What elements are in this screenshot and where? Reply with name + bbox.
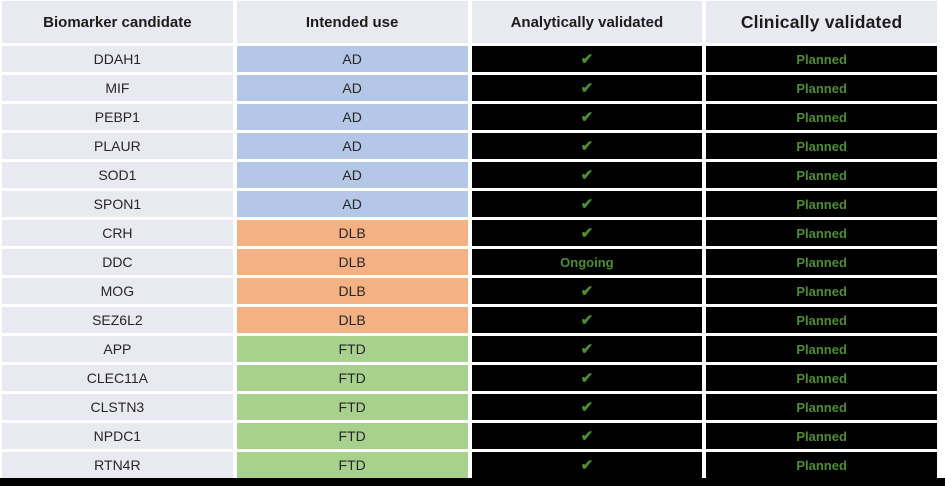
analytically-validated-cell: ✔ [471, 133, 703, 159]
analytically-validated-cell: ✔ [471, 75, 703, 101]
intended-use-cell: DLB [236, 220, 468, 246]
biomarker-name-cell: CRH [2, 220, 233, 246]
analytically-validated-cell: ✔ [471, 220, 703, 246]
clinical-status-text: Planned [796, 80, 847, 96]
biomarker-name-cell: PLAUR [2, 133, 233, 159]
analytically-validated-cell: ✔ [471, 307, 703, 333]
column-header-intended-use: Intended use [236, 1, 468, 43]
analytically-validated-cell: ✔ [471, 162, 703, 188]
clinically-validated-cell: Planned [706, 104, 937, 130]
intended-use-cell: FTD [236, 423, 468, 449]
clinically-validated-cell: Planned [706, 191, 937, 217]
column-header-clinically-validated: Clinically validated [706, 1, 937, 43]
column-header-biomarker-candidate: Biomarker candidate [2, 1, 233, 43]
analytically-validated-cell: ✔ [471, 104, 703, 130]
biomarker-name-cell: PEBP1 [2, 104, 233, 130]
validated-check-icon: ✔ [580, 166, 594, 184]
analytically-validated-cell: ✔ [471, 365, 703, 391]
intended-use-cell: AD [236, 104, 468, 130]
biomarker-validation-table: Biomarker candidate Intended use Analyti… [2, 1, 937, 478]
clinical-status-text: Planned [796, 167, 847, 183]
clinically-validated-cell: Planned [706, 162, 937, 188]
intended-use-cell: DLB [236, 278, 468, 304]
clinically-validated-cell: Planned [706, 220, 937, 246]
clinically-validated-cell: Planned [706, 278, 937, 304]
intended-use-cell: FTD [236, 336, 468, 362]
clinical-status-text: Planned [796, 196, 847, 212]
clinically-validated-cell: Planned [706, 452, 937, 478]
validated-check-icon: ✔ [580, 195, 594, 213]
analytically-validated-cell: ✔ [471, 191, 703, 217]
biomarker-name-cell: SEZ6L2 [2, 307, 233, 333]
clinically-validated-cell: Planned [706, 46, 937, 72]
intended-use-cell: FTD [236, 452, 468, 478]
clinical-status-text: Planned [796, 428, 847, 444]
validated-check-icon: ✔ [580, 79, 594, 97]
biomarker-name-cell: DDAH1 [2, 46, 233, 72]
clinical-status-text: Planned [796, 109, 847, 125]
analytically-validated-cell: ✔ [471, 336, 703, 362]
biomarker-name-cell: NPDC1 [2, 423, 233, 449]
clinical-status-text: Planned [796, 51, 847, 67]
clinical-status-text: Planned [796, 283, 847, 299]
clinically-validated-cell: Planned [706, 336, 937, 362]
analytically-validated-cell: Ongoing [471, 249, 703, 275]
biomarker-name-cell: DDC [2, 249, 233, 275]
bottom-border-bar [0, 478, 945, 486]
clinically-validated-cell: Planned [706, 394, 937, 420]
validated-check-icon: ✔ [580, 456, 594, 474]
clinical-status-text: Planned [796, 370, 847, 386]
intended-use-cell: AD [236, 75, 468, 101]
biomarker-name-cell: RTN4R [2, 452, 233, 478]
validated-check-icon: ✔ [580, 311, 594, 329]
biomarker-name-cell: CLEC11A [2, 365, 233, 391]
validated-check-icon: ✔ [580, 369, 594, 387]
intended-use-cell: DLB [236, 249, 468, 275]
validated-check-icon: ✔ [580, 427, 594, 445]
validated-check-icon: ✔ [580, 108, 594, 126]
clinically-validated-cell: Planned [706, 133, 937, 159]
validated-check-icon: ✔ [580, 282, 594, 300]
intended-use-cell: AD [236, 133, 468, 159]
biomarker-name-cell: MOG [2, 278, 233, 304]
biomarker-name-cell: APP [2, 336, 233, 362]
biomarker-name-cell: CLSTN3 [2, 394, 233, 420]
validated-check-icon: ✔ [580, 340, 594, 358]
analytically-validated-cell: ✔ [471, 394, 703, 420]
biomarker-name-cell: MIF [2, 75, 233, 101]
clinically-validated-cell: Planned [706, 249, 937, 275]
analytically-validated-cell: ✔ [471, 452, 703, 478]
clinical-status-text: Planned [796, 399, 847, 415]
clinically-validated-cell: Planned [706, 307, 937, 333]
analytically-validated-cell: ✔ [471, 46, 703, 72]
clinically-validated-cell: Planned [706, 365, 937, 391]
analytically-validated-cell: ✔ [471, 278, 703, 304]
intended-use-cell: FTD [236, 394, 468, 420]
analytical-status-text: Ongoing [560, 254, 614, 270]
column-header-analytically-validated: Analytically validated [471, 1, 703, 43]
clinical-status-text: Planned [796, 138, 847, 154]
biomarker-name-cell: SOD1 [2, 162, 233, 188]
intended-use-cell: AD [236, 46, 468, 72]
intended-use-cell: DLB [236, 307, 468, 333]
clinical-status-text: Planned [796, 312, 847, 328]
validated-check-icon: ✔ [580, 224, 594, 242]
clinical-status-text: Planned [796, 225, 847, 241]
intended-use-cell: AD [236, 191, 468, 217]
intended-use-cell: AD [236, 162, 468, 188]
validated-check-icon: ✔ [580, 137, 594, 155]
clinically-validated-cell: Planned [706, 75, 937, 101]
clinical-status-text: Planned [796, 457, 847, 473]
clinical-status-text: Planned [796, 254, 847, 270]
biomarker-name-cell: SPON1 [2, 191, 233, 217]
validated-check-icon: ✔ [580, 398, 594, 416]
validated-check-icon: ✔ [580, 50, 594, 68]
intended-use-cell: FTD [236, 365, 468, 391]
analytically-validated-cell: ✔ [471, 423, 703, 449]
clinically-validated-cell: Planned [706, 423, 937, 449]
clinical-status-text: Planned [796, 341, 847, 357]
